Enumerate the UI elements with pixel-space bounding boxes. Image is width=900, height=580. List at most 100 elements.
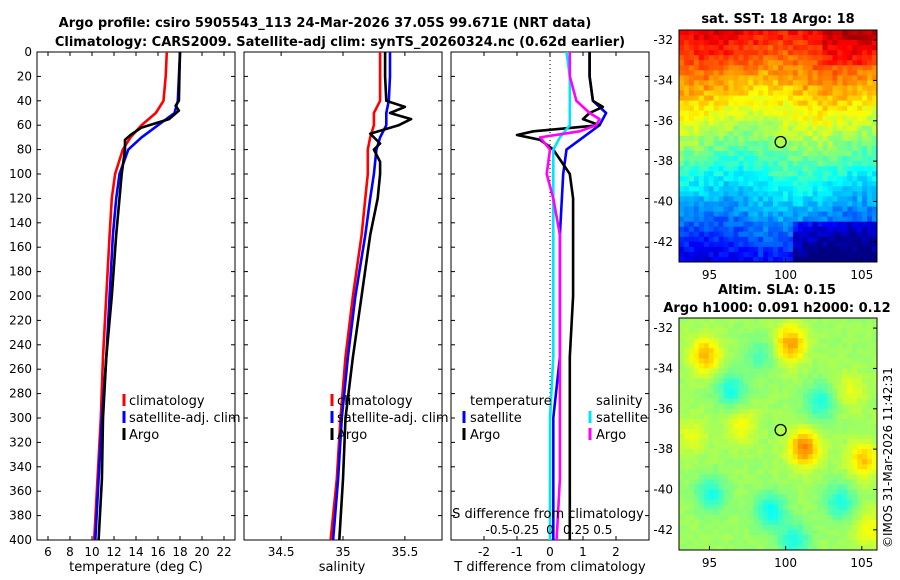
map-cell (802, 120, 809, 127)
map-cell (827, 65, 833, 71)
map-cell (713, 429, 720, 435)
map-cell (807, 211, 814, 218)
map-cell (842, 196, 848, 202)
map-cell (708, 479, 715, 485)
map-cell (787, 464, 794, 470)
map-cell (862, 151, 868, 157)
map-cell (713, 378, 720, 385)
map-cell (812, 383, 819, 390)
map-cell (733, 358, 739, 364)
series-line-t-argo (515, 52, 605, 540)
map-cell (723, 181, 729, 187)
map-cell (792, 499, 799, 506)
map-cell (797, 55, 804, 61)
map-cell (728, 474, 734, 480)
map-cell (753, 135, 759, 142)
map-cell (723, 504, 729, 511)
map-cell (787, 454, 794, 460)
map-cell (679, 408, 685, 415)
float-position-marker (774, 423, 787, 437)
map-cell (679, 333, 685, 339)
map-cell (698, 509, 705, 516)
map-cell (802, 338, 809, 344)
map-cell (797, 115, 804, 122)
map-cell (797, 494, 804, 501)
map-cell (768, 125, 774, 132)
map-cell (718, 413, 725, 420)
map-cell (773, 40, 779, 46)
map-cell (842, 333, 848, 339)
map-cell (684, 514, 690, 521)
map-cell (708, 413, 715, 420)
map-cell (822, 40, 828, 46)
map-cell (862, 30, 868, 36)
map-cell (852, 231, 858, 238)
map-cell (783, 434, 789, 440)
map-cell (842, 95, 848, 102)
map-cell (758, 358, 764, 364)
map-cell (698, 378, 705, 385)
map-cell (758, 408, 764, 415)
map-cell (733, 439, 739, 445)
map-cell (872, 40, 877, 46)
map-cell (728, 231, 734, 238)
map-cell (872, 226, 877, 233)
map-cell (857, 464, 863, 470)
map-cell (773, 176, 779, 182)
map-cell (787, 474, 794, 480)
map-cell (778, 141, 784, 147)
map-cell (802, 186, 809, 192)
map-cell (738, 171, 744, 177)
map-cell (817, 323, 824, 329)
map-cell (728, 171, 734, 177)
map-cell (827, 50, 833, 56)
map-cell (773, 418, 779, 425)
map-cell (847, 534, 853, 541)
map-cell (857, 80, 863, 86)
map-cell (713, 55, 720, 61)
map-cell (812, 186, 819, 192)
map-cell (708, 504, 715, 511)
map-cell (817, 125, 824, 132)
map-cell (758, 226, 764, 233)
map-cell (763, 60, 769, 66)
map-cell (738, 191, 744, 197)
map-cell (698, 151, 705, 157)
map-cell (852, 201, 858, 208)
map-cell (822, 221, 828, 228)
map-cell (723, 529, 729, 536)
map-cell (743, 226, 749, 233)
map-cell (773, 70, 779, 76)
map-cell (812, 439, 819, 445)
map-cell (728, 146, 734, 152)
map-cell (713, 539, 720, 546)
map-cell (807, 30, 814, 36)
map-cell (827, 494, 833, 501)
map-cell (768, 161, 774, 167)
map-cell (867, 216, 873, 223)
map-cell (773, 545, 779, 550)
map-cell (867, 348, 873, 354)
map-cell (733, 156, 739, 162)
map-cell (797, 398, 804, 405)
map-cell (693, 90, 700, 97)
map-cell (852, 333, 858, 339)
map-cell (708, 105, 715, 112)
map-cell (783, 45, 789, 51)
map-cell (743, 246, 749, 253)
map-cell (688, 50, 695, 56)
map-cell (872, 504, 877, 511)
map-cell (718, 135, 725, 142)
map-cell (693, 368, 700, 374)
map-cell (778, 257, 784, 262)
map-cell (708, 469, 715, 475)
map-cell (763, 338, 769, 344)
map-cell (867, 191, 873, 197)
map-cell (713, 398, 720, 405)
map-cell (748, 135, 754, 142)
map-cell (802, 368, 809, 374)
map-cell (688, 343, 695, 349)
map-cell (693, 343, 700, 349)
map-cell (748, 353, 754, 359)
map-cell (832, 393, 838, 400)
